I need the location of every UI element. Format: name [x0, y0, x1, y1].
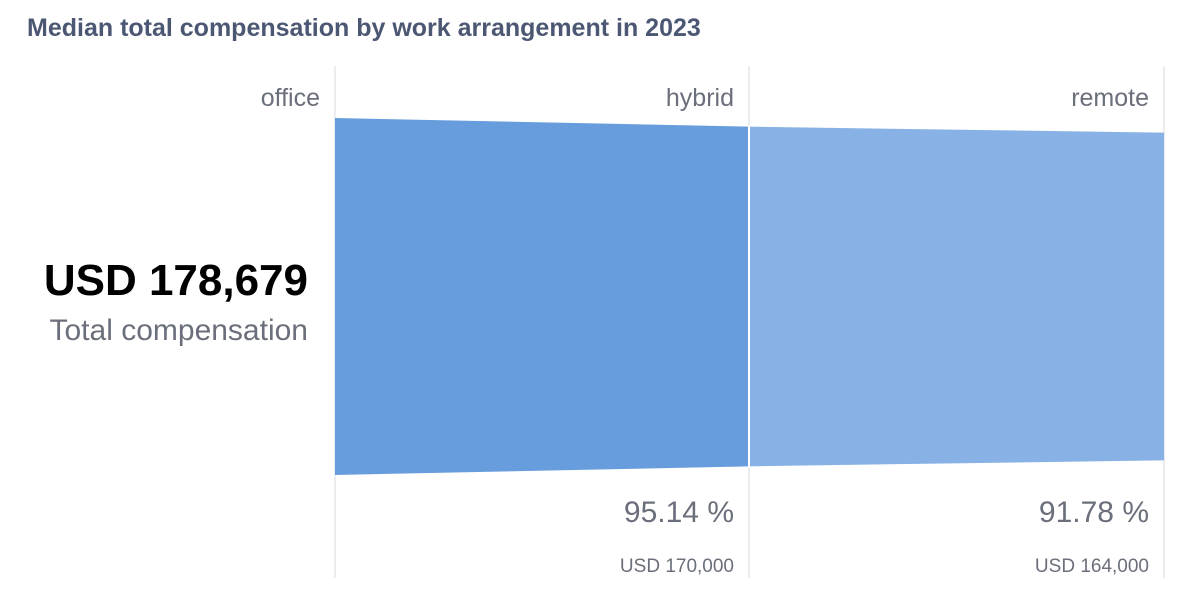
stage-label-hybrid: hybrid — [665, 84, 734, 112]
value-label-hybrid: USD 170,000 — [619, 556, 734, 577]
stage-label-office: office — [260, 84, 320, 112]
value-label-remote: USD 164,000 — [1034, 556, 1149, 577]
funnel-segment-hybrid — [335, 118, 749, 475]
headline-value: USD 178,679 — [43, 256, 308, 305]
metric-label: Total compensation — [49, 314, 309, 347]
funnel-segment-remote — [749, 126, 1164, 467]
stage-label-remote: remote — [1071, 84, 1149, 112]
percent-label-hybrid: 95.14 % — [623, 496, 734, 529]
chart-title: Median total compensation by work arrang… — [27, 14, 701, 42]
percent-label-remote: 91.78 % — [1038, 496, 1149, 529]
